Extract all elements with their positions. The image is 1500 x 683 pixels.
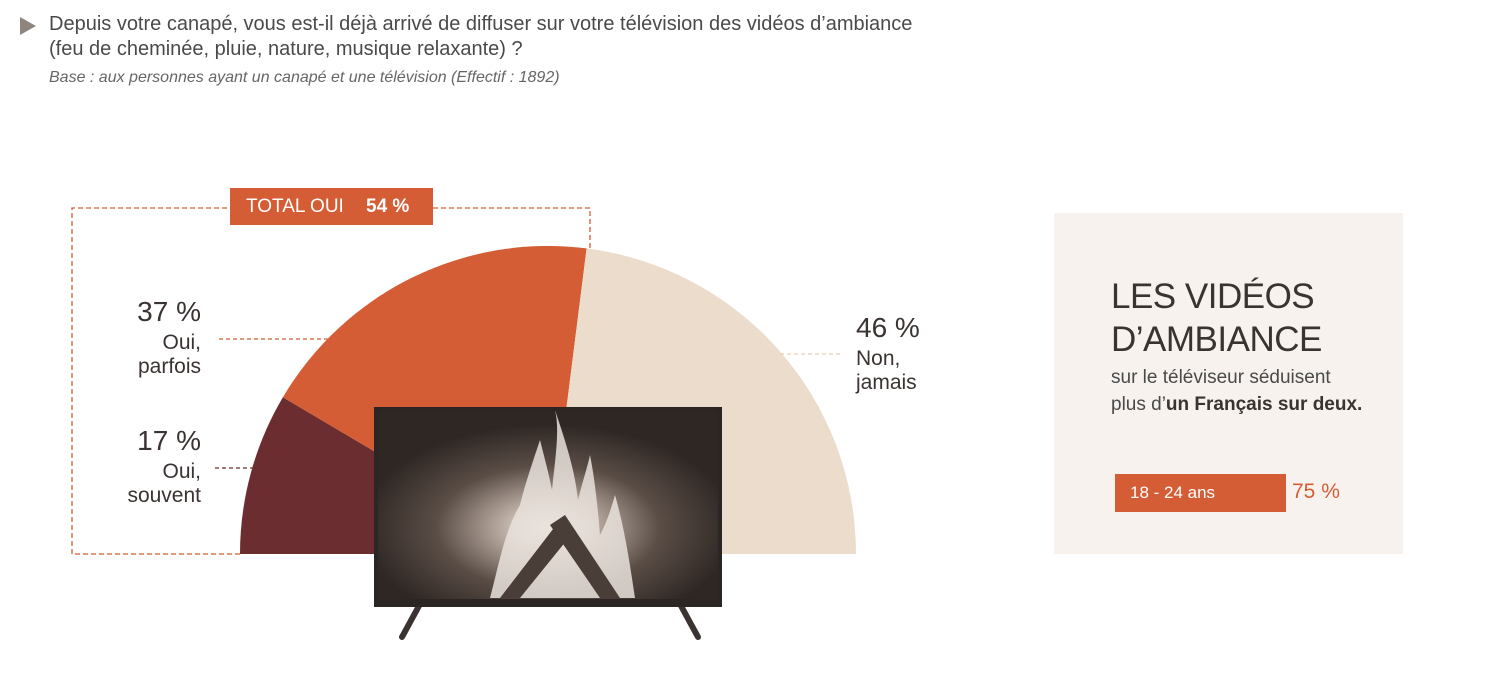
fire-logs-icon xyxy=(500,515,620,598)
slice-label-jamais-2: jamais xyxy=(855,371,917,394)
triangle-bullet-icon xyxy=(20,17,36,35)
tv-leg-left xyxy=(399,601,423,640)
question-title: Depuis votre canapé, vous est-il déjà ar… xyxy=(49,12,1029,62)
panel-text-pre: plus d’ xyxy=(1111,394,1166,415)
side-panel: LES VIDÉOS D’AMBIANCE sur le téléviseur … xyxy=(1054,213,1403,554)
total-oui-box xyxy=(230,188,433,225)
tv-leg-right xyxy=(677,601,701,640)
slice-pct-souvent: 17 % xyxy=(137,425,201,456)
question-line-1: Depuis votre canapé, vous est-il déjà ar… xyxy=(49,13,913,35)
panel-title: LES VIDÉOS D’AMBIANCE xyxy=(1111,275,1322,361)
fire-flames-icon xyxy=(490,410,635,598)
age-group-label: 18 - 24 ans xyxy=(1115,474,1286,512)
slice-label-parfois-2: parfois xyxy=(138,355,201,378)
total-oui-value: 54 % xyxy=(366,196,409,217)
television-image xyxy=(374,407,722,640)
question-line-2: (feu de cheminée, pluie, nature, musique… xyxy=(49,38,523,60)
slice-pct-jamais: 46 % xyxy=(856,312,920,343)
panel-title-line-1: LES VIDÉOS xyxy=(1111,277,1315,316)
panel-text-bold: un Français sur deux. xyxy=(1165,394,1363,415)
slice-label-parfois-1: Oui, xyxy=(162,331,201,354)
slice-label-souvent-2: souvent xyxy=(127,484,201,507)
panel-text-line-1: sur le téléviseur séduisent xyxy=(1111,367,1331,388)
half-donut-chart: TOTAL OUI 54 % 37 % Oui, parfois 17 % Ou… xyxy=(71,188,920,640)
slice-label-jamais-1: Non, xyxy=(856,347,900,370)
panel-text: sur le téléviseur séduisent plus d’un Fr… xyxy=(1111,364,1362,418)
slice-pct-parfois: 37 % xyxy=(137,296,201,327)
base-note: Base : aux personnes ayant un canapé et … xyxy=(49,69,560,86)
total-oui-bracket xyxy=(71,207,591,555)
panel-title-line-2: D’AMBIANCE xyxy=(1111,320,1322,359)
age-group-value: 75 % xyxy=(1292,480,1340,503)
slice-label-souvent-1: Oui, xyxy=(162,460,201,483)
total-oui-label: TOTAL OUI xyxy=(246,196,344,217)
panel-text-line-2: plus d’un Français sur deux. xyxy=(1111,391,1362,418)
